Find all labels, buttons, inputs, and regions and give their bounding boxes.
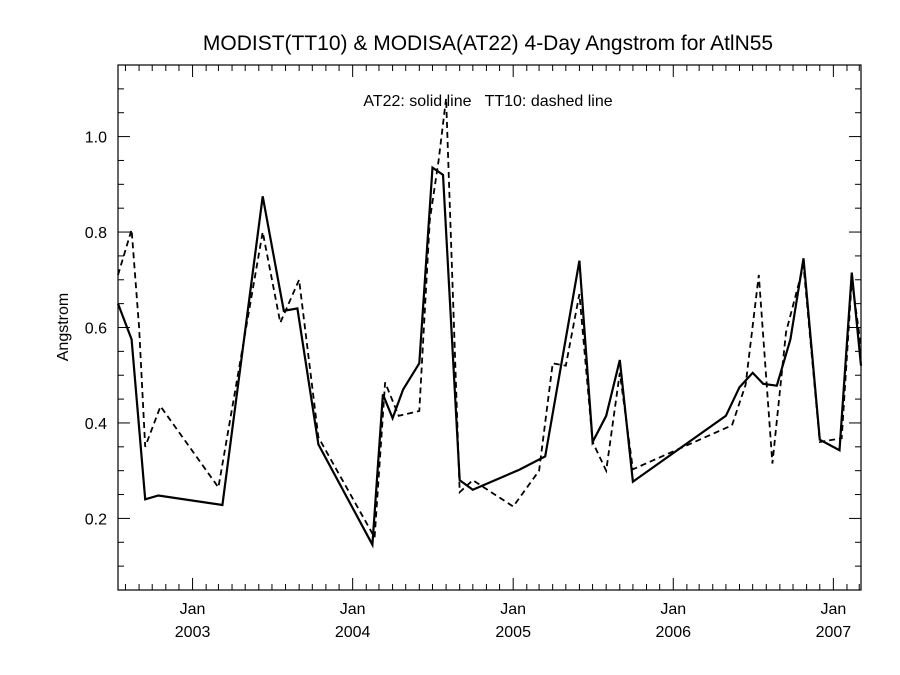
series-group (116, 98, 863, 549)
axis-tick-labels: 0.2 0.4 0.6 0.8 1.0 Jan 2003 Jan 2004 Jan 2005 Jan 2… (85, 130, 852, 641)
legend-annotation: AT22: solid line TT10: dashed line (363, 93, 612, 110)
chart-title: MODIST(TT10) & MODISA(AT22) 4-Day Angstr… (203, 32, 773, 55)
series-line-tt10 (117, 98, 862, 541)
series-line-at22 (116, 165, 863, 549)
y-tick-label: 0.6 (85, 321, 107, 338)
plot-frame (117, 64, 862, 591)
x-tick-month-label: Jan (340, 601, 366, 618)
x-tick-year-label: 2003 (175, 624, 211, 641)
y-tick-label: 0.8 (85, 225, 107, 242)
axis-ticks (118, 65, 861, 590)
y-tick-label: 0.4 (85, 416, 107, 433)
x-tick-month-label: Jan (820, 601, 846, 618)
x-tick-year-label: 2004 (335, 624, 371, 641)
y-axis-label: Angstrom (55, 293, 72, 361)
x-tick-month-label: Jan (500, 601, 526, 618)
x-tick-month-label: Jan (660, 601, 686, 618)
y-tick-label: 1.0 (85, 130, 107, 147)
y-tick-label: 0.2 (85, 511, 107, 528)
x-tick-year-label: 2007 (816, 624, 852, 641)
x-tick-month-label: Jan (180, 601, 206, 618)
x-tick-year-label: 2006 (655, 624, 691, 641)
x-tick-year-label: 2005 (495, 624, 531, 641)
